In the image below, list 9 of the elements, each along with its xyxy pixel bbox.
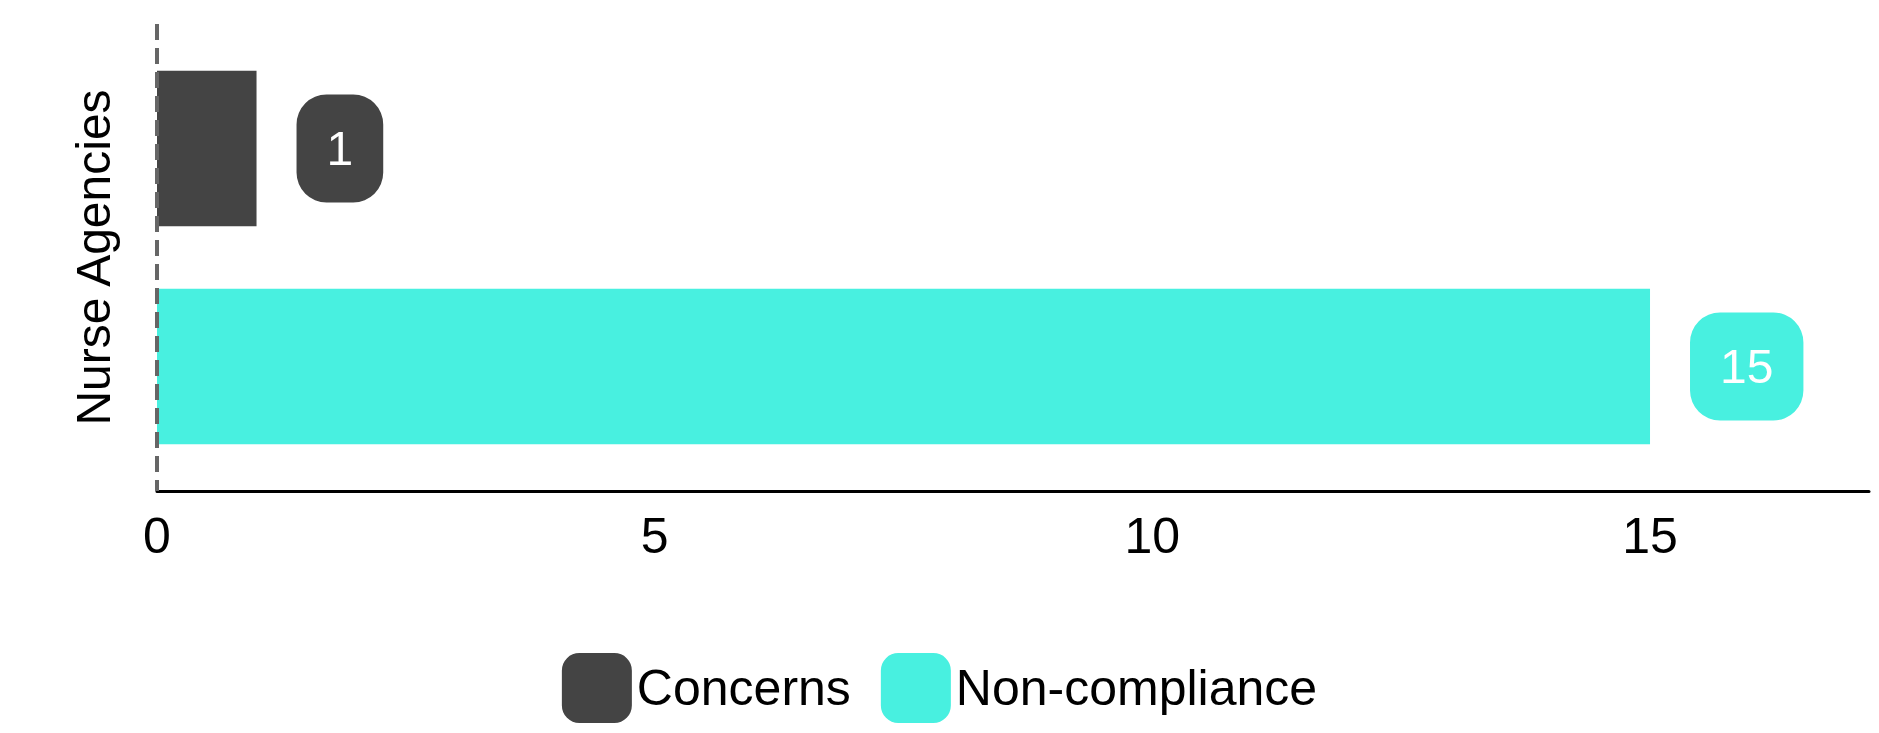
x-tick-label: 0 — [143, 508, 171, 564]
legend-label: Concerns — [636, 660, 851, 716]
legend-label: Non-compliance — [955, 660, 1318, 716]
x-tick-label: 15 — [1622, 508, 1678, 564]
x-tick-label: 5 — [640, 508, 669, 564]
data-label: 15 — [1720, 339, 1774, 393]
y-tick-label: Nurse Agencies — [66, 89, 120, 426]
data-label: 1 — [326, 122, 354, 176]
x-tick-label: 10 — [1124, 508, 1181, 564]
